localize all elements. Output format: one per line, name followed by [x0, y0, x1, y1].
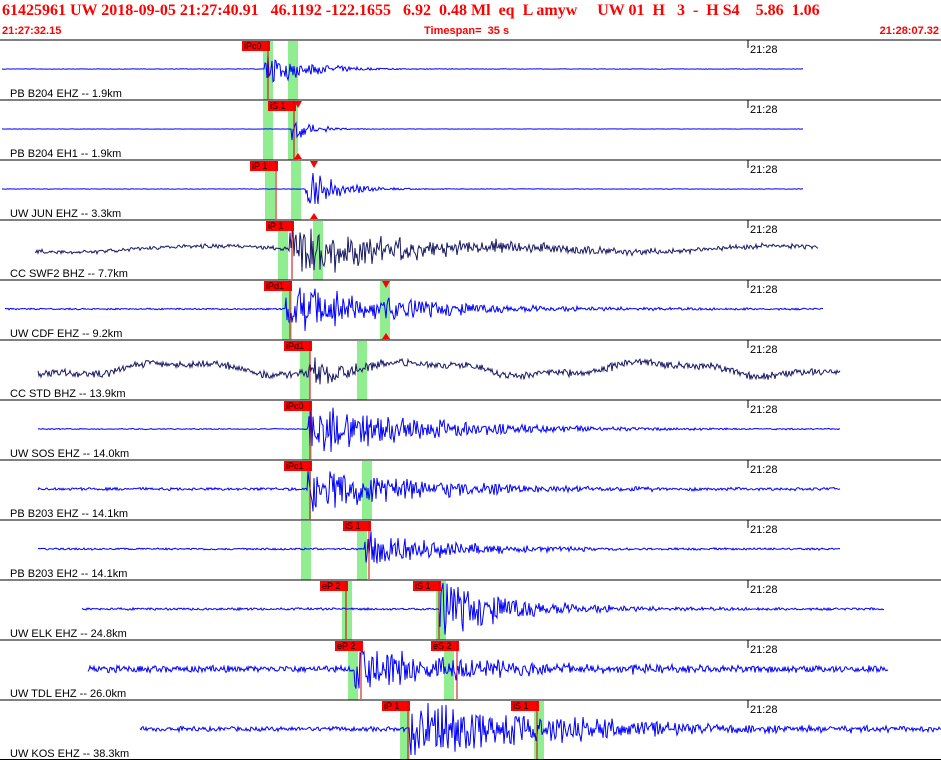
pick-arrow-icon — [382, 333, 390, 339]
pick-label: iS 1 — [270, 101, 286, 111]
pick-label: iPd1 — [286, 341, 304, 351]
minute-label: 21:28 — [750, 584, 778, 596]
pick-bar — [300, 341, 310, 400]
pick-marker-box — [413, 581, 441, 591]
trace-label: PB B204 EH1 -- 1.9km — [10, 148, 121, 160]
pick-bar — [288, 41, 298, 100]
waveform-trace — [4, 287, 824, 331]
minute-label: 21:28 — [750, 284, 778, 296]
pick-bar — [436, 581, 446, 640]
pick-bar — [342, 581, 352, 640]
event-header: 61425961 UW 2018-09-05 21:27:40.91 46.11… — [0, 0, 941, 40]
trace-label: UW JUN EHZ -- 3.3km — [10, 208, 121, 220]
pick-label: iS 1 — [415, 581, 431, 591]
pick-bar — [265, 161, 275, 220]
waveform-trace — [34, 228, 819, 273]
minute-label: 21:28 — [750, 464, 778, 476]
pick-label: eS 2 — [433, 641, 452, 651]
waveform-trace — [37, 407, 841, 452]
trace-label: CC STD BHZ -- 13.9km — [10, 388, 126, 400]
pick-arrow-icon — [310, 161, 318, 168]
pick-marker-box — [511, 701, 539, 711]
pick-arrow-icon — [294, 101, 302, 108]
pick-arrow-icon — [310, 213, 318, 219]
pick-marker-box — [266, 221, 294, 231]
waveform-trace — [1, 121, 804, 141]
pick-label: iP 1 — [384, 701, 399, 711]
pick-label: eP 2 — [322, 581, 340, 591]
pick-label: iP 1 — [268, 221, 283, 231]
pick-bar — [313, 221, 323, 280]
waveform-trace — [81, 582, 885, 635]
pick-bar — [400, 701, 410, 760]
timespan: Timespan= 35 s — [424, 25, 510, 37]
pick-bar — [444, 641, 454, 700]
end-time: 21:28:07.32 — [879, 25, 939, 37]
pick-bar — [362, 461, 372, 520]
start-time: 21:27:32.15 — [2, 25, 62, 37]
pick-label: iPc0 — [286, 401, 304, 411]
minute-label: 21:28 — [750, 344, 778, 356]
pick-marker-box — [264, 281, 292, 291]
trace-label: PB B203 EHZ -- 14.1km — [10, 508, 128, 520]
waveform-trace — [87, 647, 889, 689]
minute-label: 21:28 — [750, 44, 778, 56]
pick-arrow-icon — [294, 153, 302, 159]
trace-label: UW KOS EHZ -- 38.3km — [10, 748, 129, 760]
minute-label: 21:28 — [750, 644, 778, 656]
pick-marker-box — [284, 461, 312, 471]
pick-marker-box — [382, 701, 410, 711]
minute-label: 21:28 — [750, 224, 778, 236]
pick-marker-box — [242, 41, 270, 51]
trace-label: UW CDF EHZ -- 9.2km — [10, 328, 122, 340]
pick-bar — [302, 401, 312, 460]
trace-label: UW TDL EHZ -- 26.0km — [10, 688, 126, 700]
minute-label: 21:28 — [750, 524, 778, 536]
pick-bar — [263, 101, 273, 160]
pick-label: iS 1 — [345, 521, 361, 531]
minute-label: 21:28 — [750, 164, 778, 176]
pick-label: iPd1 — [266, 281, 284, 291]
pick-label: iPc0 — [244, 41, 262, 51]
pick-bar — [357, 521, 367, 580]
waveform-trace — [1, 54, 804, 83]
pick-marker-box — [343, 521, 371, 531]
trace-label: UW ELK EHZ -- 24.8km — [10, 628, 127, 640]
pick-marker-box — [431, 641, 459, 651]
event-summary: 61425961 UW 2018-09-05 21:27:40.91 46.11… — [2, 2, 820, 19]
pick-bar — [301, 521, 311, 580]
minute-label: 21:28 — [750, 704, 778, 716]
pick-label: eP 2 — [337, 641, 355, 651]
waveform-trace — [37, 357, 841, 385]
pick-marker-box — [268, 101, 296, 111]
waveform-trace — [1, 173, 804, 205]
waveform-trace — [37, 471, 841, 512]
trace-label: PB B204 EHZ -- 1.9km — [10, 88, 122, 100]
pick-bar — [291, 161, 301, 220]
pick-label: iPc1 — [286, 461, 304, 471]
trace-label: CC SWF2 BHZ -- 7.7km — [10, 268, 128, 280]
minute-label: 21:28 — [750, 404, 778, 416]
pick-marker-box — [284, 341, 312, 351]
waveform-trace — [37, 531, 841, 564]
trace-label: PB B203 EH2 -- 14.1km — [10, 568, 127, 580]
minute-label: 21:28 — [750, 104, 778, 116]
pick-marker-box — [320, 581, 348, 591]
pick-label: iS 1 — [513, 701, 529, 711]
pick-marker-box — [284, 401, 312, 411]
pick-arrow-icon — [382, 281, 390, 288]
pick-marker-box — [335, 641, 363, 651]
pick-bar — [301, 461, 311, 520]
pick-marker-box — [250, 161, 278, 171]
trace-label: UW SOS EHZ -- 14.0km — [10, 448, 129, 460]
waveform-trace — [139, 702, 941, 756]
pick-label: iP 1 — [252, 161, 267, 171]
pick-bar — [534, 701, 544, 760]
